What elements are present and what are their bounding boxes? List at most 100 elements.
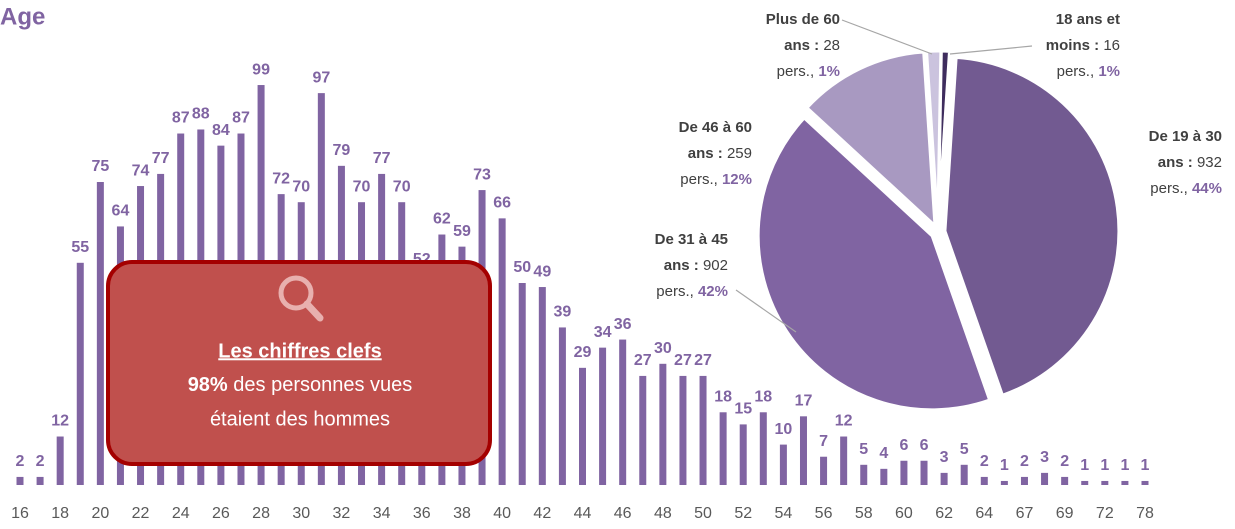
slice-name: Plus de 60: [766, 11, 840, 28]
bar: [860, 464, 868, 485]
slice-percent: 12%: [722, 171, 752, 188]
data-label: 84: [212, 122, 230, 139]
bar: [498, 218, 506, 486]
data-label: 74: [132, 162, 150, 179]
slice-unit: pers.,: [1150, 180, 1188, 197]
bar: [1121, 480, 1129, 485]
slice-count: 28: [823, 37, 840, 54]
slice-unit: pers.,: [777, 63, 815, 80]
slice-name: De 46 à 60: [679, 119, 752, 136]
x-tick-label: 44: [574, 505, 592, 522]
data-label: 2: [36, 453, 45, 470]
data-label: 7: [819, 433, 828, 450]
data-label: 64: [112, 203, 130, 220]
data-label: 5: [859, 441, 868, 458]
bar: [900, 460, 908, 485]
data-label: 49: [533, 263, 551, 280]
slice-label: pers., 12%: [680, 171, 752, 188]
data-label: 2: [1020, 453, 1029, 470]
x-tick-label: 69: [1056, 505, 1074, 522]
data-label: 15: [734, 401, 752, 418]
leader-lines: [735, 19, 1033, 333]
data-label: 6: [899, 437, 908, 454]
callout: Les chiffres clefs 98% des personnes vue…: [106, 260, 492, 466]
bar: [980, 476, 988, 485]
data-label: 75: [91, 158, 109, 175]
data-label: 3: [1040, 449, 1049, 466]
bar: [719, 412, 727, 485]
slice-label: pers., 1%: [1057, 63, 1120, 80]
bar: [799, 416, 807, 485]
data-label: 59: [453, 223, 471, 240]
pie-slice: [756, 115, 992, 412]
data-label: 34: [594, 324, 612, 341]
pie-chart: 18 ans et moins : 16 pers., 1% De 19 à 30 an…: [655, 11, 1222, 412]
slice-name: ans :: [1158, 154, 1193, 171]
bar: [558, 327, 566, 485]
data-label: 18: [754, 388, 772, 405]
slice-label: ans : 28: [784, 37, 840, 54]
data-label: 2: [980, 453, 989, 470]
slice-count: 932: [1197, 154, 1222, 171]
slice-count: 902: [703, 257, 728, 274]
data-label: 27: [694, 352, 712, 369]
x-tick-label: 38: [453, 505, 471, 522]
x-tick-label: 22: [132, 505, 150, 522]
slice-label: pers., 44%: [1150, 180, 1222, 197]
slice-label: ans : 932: [1158, 154, 1222, 171]
bar: [1000, 480, 1008, 485]
bar: [639, 375, 647, 485]
bar: [739, 424, 747, 485]
slice-percent: 42%: [698, 283, 728, 300]
bar: [56, 436, 64, 485]
x-tick-label: 36: [413, 505, 431, 522]
data-label: 36: [614, 316, 632, 333]
magnifier-icon: [278, 275, 314, 311]
slice-name: ans :: [784, 37, 819, 54]
callout-line: 98% des personnes vues: [188, 374, 413, 396]
bar: [960, 464, 968, 485]
data-label: 2: [1060, 453, 1069, 470]
slice-name: De 31 à 45: [655, 231, 728, 248]
data-label: 1: [1080, 457, 1089, 474]
slice-percent: 1%: [1098, 63, 1120, 80]
slice-label: pers., 42%: [656, 283, 728, 300]
callout-box: [106, 260, 492, 466]
data-label: 70: [353, 178, 371, 195]
pie-slice: [804, 50, 937, 230]
bar: [579, 367, 586, 485]
data-label: 10: [774, 421, 792, 438]
data-label: 50: [513, 259, 531, 276]
bar: [759, 412, 767, 485]
data-label: 66: [493, 195, 511, 212]
x-tick-label: 34: [373, 505, 391, 522]
bar: [940, 472, 948, 485]
slice-unit: pers.,: [680, 171, 718, 188]
data-label: 12: [835, 413, 853, 430]
callout-highlight: 98%: [188, 374, 228, 396]
x-tick-label: 30: [292, 505, 310, 522]
data-label: 29: [574, 344, 592, 361]
bar: [880, 468, 888, 485]
callout-text: des personnes vues: [233, 374, 412, 396]
bar: [1081, 480, 1089, 485]
bar: [820, 456, 828, 485]
x-tick-label: 58: [855, 505, 873, 522]
data-label: 99: [252, 61, 270, 78]
data-label: 27: [674, 352, 692, 369]
x-tick-label: 52: [734, 505, 752, 522]
slice-label: pers., 1%: [777, 63, 840, 80]
slice-percent: 44%: [1192, 180, 1222, 197]
magnifier-handle: [303, 300, 324, 322]
data-label: 1: [1120, 457, 1129, 474]
x-tick-label: 78: [1136, 505, 1154, 522]
bar: [518, 283, 526, 485]
slice-count: 16: [1103, 37, 1120, 54]
slice-name: ans :: [688, 145, 723, 162]
leader-line: [841, 19, 933, 55]
x-tick-label: 64: [975, 505, 993, 522]
x-tick-label: 28: [252, 505, 270, 522]
bar: [920, 460, 928, 485]
leader-line: [949, 45, 1033, 55]
data-label: 4: [879, 445, 888, 462]
